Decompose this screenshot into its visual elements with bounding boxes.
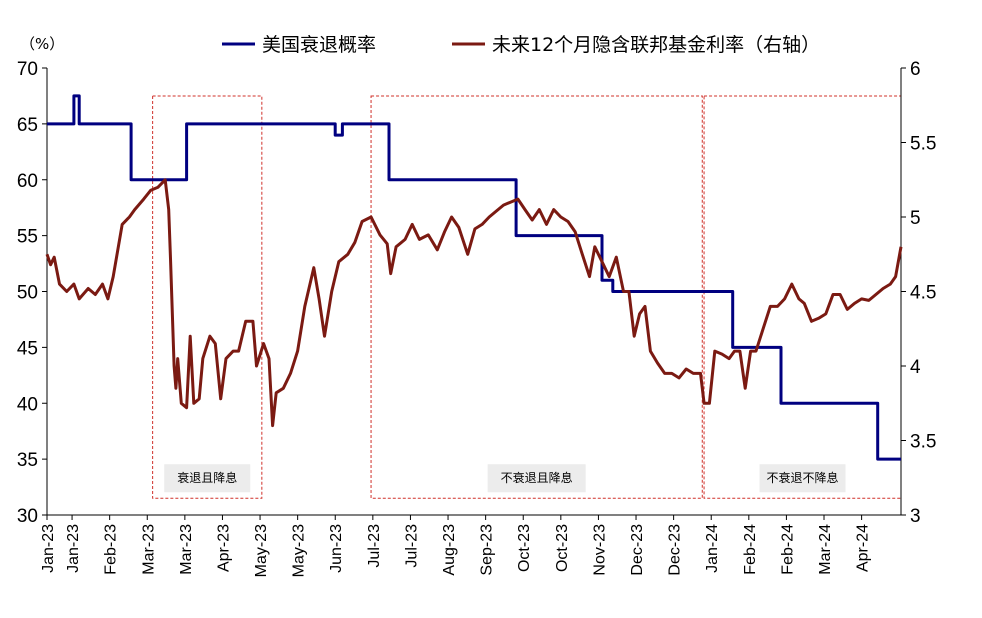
annotation-box-2 — [703, 95, 902, 499]
x-tick-label: Apr-23 — [215, 524, 232, 572]
left-tick-label: 55 — [17, 227, 38, 248]
x-tick-label: Jul-23 — [403, 524, 420, 568]
axes: 30 35 40 45 50 55 60 65 70 3 3.5 4 4.5 5 5.5 6 Jan-23 Jan… — [17, 59, 937, 577]
implied-fed-funds-rate-line — [45, 178, 903, 428]
left-tick-label: 60 — [17, 171, 38, 192]
x-tick-label: Mar-23 — [140, 524, 157, 575]
left-tick-label: 35 — [17, 450, 38, 471]
left-tick-label: 70 — [17, 59, 38, 80]
annotation-box-0 — [152, 95, 263, 499]
annotation-label-0: 衰退且降息 — [177, 470, 237, 485]
annotation-box-1 — [370, 95, 703, 499]
right-tick-label: 3.5 — [910, 432, 936, 453]
x-tick-label: Jun-23 — [328, 524, 345, 573]
left-tick-label: 40 — [17, 394, 38, 415]
x-tick-label: May-23 — [253, 524, 270, 577]
right-tick-label: 4 — [910, 357, 921, 378]
x-tick-label: Mar-24 — [817, 524, 834, 575]
x-tick-label: Mar-23 — [178, 524, 195, 575]
x-tick-label: Aug-23 — [441, 524, 458, 576]
annotation-label-bg-2 — [759, 464, 846, 493]
right-tick-label: 3 — [910, 506, 921, 527]
annotation-label-1: 不衰退且降息 — [501, 470, 573, 485]
annotation-label-bg-1 — [487, 464, 586, 493]
left-axis-unit: （%） — [20, 35, 64, 53]
x-tick-label: Nov-23 — [591, 524, 608, 576]
x-tick-label: May-23 — [291, 524, 308, 577]
series-lines — [45, 94, 903, 461]
x-tick-label: Jan-23 — [65, 524, 82, 573]
annotation-label-2: 不衰退不降息 — [767, 470, 839, 485]
right-tick-label: 6 — [910, 59, 921, 80]
legend-label-recession-prob: 美国衰退概率 — [262, 34, 376, 56]
x-tick-label: Feb-24 — [742, 524, 759, 575]
left-tick-label: 65 — [17, 115, 38, 136]
recession-probability-line — [47, 94, 901, 461]
right-tick-label: 4.5 — [910, 283, 936, 304]
annotation-boxes: 衰退且降息 不衰退且降息 不衰退不降息 — [152, 95, 902, 499]
x-tick-label: Feb-23 — [103, 524, 120, 575]
right-tick-label: 5.5 — [910, 134, 936, 155]
x-tick-label: Jan-24 — [704, 524, 721, 573]
right-tick-label: 5 — [910, 208, 921, 229]
left-tick-label: 45 — [17, 338, 38, 359]
legend-label-implied-rate: 未来12个月隐含联邦基金利率（右轴） — [492, 34, 820, 56]
legend: 美国衰退概率 未来12个月隐含联邦基金利率（右轴） — [222, 34, 820, 56]
x-tick-label: Apr-24 — [855, 524, 872, 572]
x-tick-label: Sep-23 — [479, 524, 496, 576]
x-tick-label: Jan-23 — [40, 524, 57, 573]
x-tick-label: Feb-24 — [779, 524, 796, 575]
x-tick-label: Oct-23 — [516, 524, 533, 572]
x-tick-label: Oct-23 — [554, 524, 571, 572]
left-tick-label: 30 — [17, 506, 38, 527]
x-tick-label: Dec-23 — [629, 524, 646, 576]
annotation-label-bg-0 — [164, 464, 251, 493]
left-tick-label: 50 — [17, 283, 38, 304]
x-tick-label: Jul-23 — [366, 524, 383, 568]
x-tick-label: Dec-23 — [667, 524, 684, 576]
